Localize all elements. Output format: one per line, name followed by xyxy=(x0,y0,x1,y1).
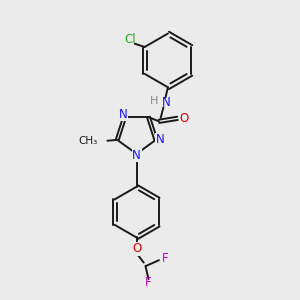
Text: F: F xyxy=(145,276,152,289)
Text: CH₃: CH₃ xyxy=(79,136,98,146)
Text: O: O xyxy=(132,242,141,255)
Text: O: O xyxy=(179,112,189,125)
Text: F: F xyxy=(162,252,168,265)
Text: N: N xyxy=(132,149,141,162)
Text: N: N xyxy=(156,134,165,146)
Text: N: N xyxy=(161,96,170,109)
Text: Cl: Cl xyxy=(124,33,136,46)
Text: H: H xyxy=(150,96,158,106)
Text: N: N xyxy=(119,108,128,121)
